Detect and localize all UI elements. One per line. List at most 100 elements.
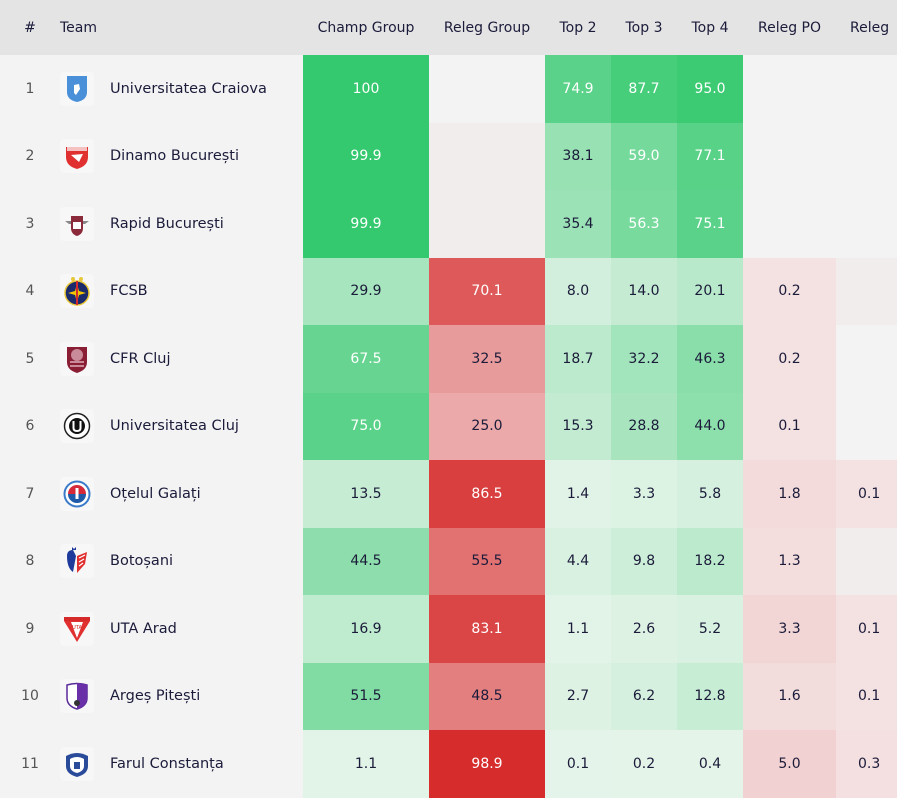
top4-cell: 5.8: [677, 460, 743, 528]
champ-group-cell: 100: [303, 55, 429, 123]
releg-cell: 0.1: [836, 460, 897, 528]
releg-po-cell: [743, 55, 836, 123]
top4-cell: 77.1: [677, 122, 743, 190]
champ-group-cell: 67.5: [303, 325, 429, 393]
header-releg[interactable]: Releg: [836, 0, 897, 55]
team-cell[interactable]: UTA UTA Arad: [60, 595, 303, 663]
top3-cell: 59.0: [611, 122, 677, 190]
rank-cell: 10: [21, 688, 39, 705]
team-name[interactable]: Farul Constanța: [110, 755, 224, 772]
team-name[interactable]: CFR Cluj: [110, 350, 171, 367]
header-team[interactable]: Team: [60, 0, 303, 55]
otelul-logo-icon: [60, 476, 94, 511]
team-cell[interactable]: Farul Constanța: [60, 730, 303, 798]
team-cell[interactable]: Argeș Pitești: [60, 663, 303, 731]
team-cell[interactable]: CFR Cluj: [60, 325, 303, 393]
team-cell[interactable]: Universitatea Craiova: [60, 55, 303, 123]
top2-cell: 1.1: [545, 595, 611, 663]
top4-cell: 18.2: [677, 527, 743, 595]
team-cell[interactable]: FCSB: [60, 258, 303, 326]
team-name[interactable]: Botoșani: [110, 553, 174, 570]
team-name[interactable]: UTA Arad: [110, 620, 177, 637]
champ-group-cell: 99.9: [303, 190, 429, 258]
team-name[interactable]: Argeș Pitești: [110, 688, 201, 705]
table-row[interactable]: 7 Oțelul Galați 13.5 86.5 1.4 3.3 5.8 1.8 0.1: [0, 460, 897, 528]
top3-cell: 3.3: [611, 460, 677, 528]
rank-cell: 11: [21, 755, 39, 772]
rank-cell: 5: [25, 350, 35, 367]
top2-cell: 18.7: [545, 325, 611, 393]
header-top3[interactable]: Top 3: [611, 0, 677, 55]
top2-cell: 8.0: [545, 257, 611, 325]
top2-cell: 38.1: [545, 122, 611, 190]
releg-cell: [836, 257, 897, 325]
rank-cell: 8: [25, 553, 35, 570]
header-champ-group[interactable]: Champ Group: [303, 0, 429, 55]
releg-po-cell: 3.3: [743, 595, 836, 663]
dinamo-logo-icon: [60, 139, 94, 174]
top2-cell: 15.3: [545, 392, 611, 460]
releg-cell: [836, 325, 897, 393]
team-wrap: Oțelul Galați: [60, 476, 303, 511]
team-wrap: Botoșani: [60, 544, 303, 579]
header-releg-po[interactable]: Releg PO: [743, 0, 836, 55]
top4-cell: 12.8: [677, 662, 743, 730]
releg-cell: [836, 392, 897, 460]
table-row[interactable]: 1 Universitatea Craiova 100 74.9 87.7 95.0: [0, 55, 897, 123]
team-cell[interactable]: Dinamo București: [60, 123, 303, 191]
team-wrap: Universitatea Cluj: [60, 409, 303, 444]
champ-group-cell: 75.0: [303, 392, 429, 460]
team-cell[interactable]: Universitatea Cluj: [60, 393, 303, 461]
top4-cell: 75.1: [677, 190, 743, 258]
team-cell[interactable]: Oțelul Galați: [60, 460, 303, 528]
champ-group-cell: 13.5: [303, 460, 429, 528]
table-row[interactable]: 8 Botoșani 44.5 55.5 4.4 9.8 18.2 1.3: [0, 527, 897, 596]
table-row[interactable]: 11 Farul Constanța 1.1 98.9 0.1 0.2 0.4 5.0 0.3: [0, 730, 897, 798]
team-name[interactable]: Universitatea Cluj: [110, 418, 239, 435]
team-wrap: UTA UTA Arad: [60, 611, 303, 646]
rank-cell: 2: [25, 148, 35, 165]
top4-cell: 20.1: [677, 257, 743, 325]
team-name[interactable]: FCSB: [110, 283, 148, 300]
team-wrap: CFR Cluj: [60, 341, 303, 376]
table-row[interactable]: 9 UTA UTA Arad 16.9 83.1 1.1 2.6 5.2 3.3 0.1: [0, 595, 897, 663]
releg-cell: [836, 527, 897, 595]
table-row[interactable]: 4 FCSB 29.9 70.1 8.0 14.0 20.1 0.2: [0, 257, 897, 326]
top2-cell: 2.7: [545, 662, 611, 730]
team-cell[interactable]: Rapid București: [60, 190, 303, 258]
svg-text:UTA: UTA: [72, 625, 82, 631]
team-cell[interactable]: Botoșani: [60, 528, 303, 596]
champ-group-cell: 44.5: [303, 527, 429, 595]
table-row[interactable]: 2 Dinamo București 99.9 38.1 59.0 77.1: [0, 122, 897, 191]
champ-group-cell: 29.9: [303, 257, 429, 325]
top3-cell: 87.7: [611, 55, 677, 123]
rank-cell: 6: [25, 418, 35, 435]
table-row[interactable]: 3 Rapid București 99.9 35.4 56.3 75.1: [0, 190, 897, 258]
releg-cell: 0.1: [836, 595, 897, 663]
releg-po-cell: 1.8: [743, 460, 836, 528]
releg-po-cell: 0.1: [743, 392, 836, 460]
releg-cell: [836, 55, 897, 123]
team-name[interactable]: Rapid București: [110, 215, 224, 232]
releg-cell: [836, 122, 897, 190]
header-top4[interactable]: Top 4: [677, 0, 743, 55]
releg-group-cell: 55.5: [429, 527, 545, 595]
releg-group-cell: 83.1: [429, 595, 545, 663]
ucluj-logo-icon: [60, 409, 94, 444]
header-rank[interactable]: #: [0, 0, 60, 55]
releg-group-cell: [429, 190, 545, 258]
team-name[interactable]: Dinamo București: [110, 148, 240, 165]
top3-cell: 28.8: [611, 392, 677, 460]
team-name[interactable]: Oțelul Galați: [110, 485, 201, 502]
rank-cell: 3: [25, 215, 35, 232]
header-releg-group[interactable]: Releg Group: [429, 0, 545, 55]
header-top2[interactable]: Top 2: [545, 0, 611, 55]
team-name[interactable]: Universitatea Craiova: [110, 80, 267, 97]
table-row[interactable]: 6 Universitatea Cluj 75.0 25.0 15.3 28.8 44.0 0…: [0, 392, 897, 461]
releg-po-cell: 1.3: [743, 527, 836, 595]
table-row[interactable]: 10 Argeș Pitești 51.5 48.5 2.7 6.2 12.8 1.6 0.1: [0, 662, 897, 731]
top2-cell: 35.4: [545, 190, 611, 258]
uta-logo-icon: UTA: [60, 611, 94, 646]
table-row[interactable]: 5 CFR Cluj 67.5 32.5 18.7 32.2 46.3 0.2: [0, 325, 897, 393]
